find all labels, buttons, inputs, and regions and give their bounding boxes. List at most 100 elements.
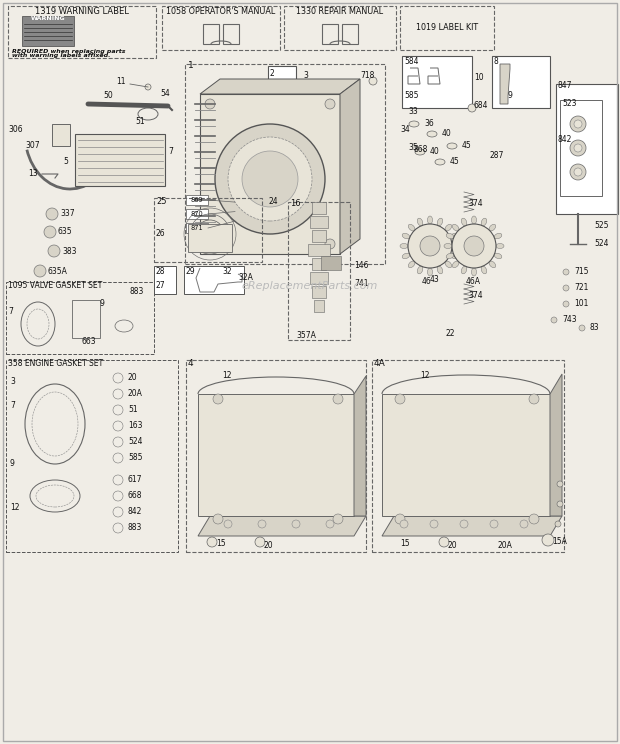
Bar <box>310 272 328 284</box>
Circle shape <box>420 236 440 256</box>
Circle shape <box>213 514 223 524</box>
Circle shape <box>34 265 46 277</box>
Text: 525: 525 <box>594 222 608 231</box>
Circle shape <box>574 168 582 176</box>
Polygon shape <box>550 374 562 516</box>
Ellipse shape <box>446 253 454 259</box>
Text: 101: 101 <box>574 300 588 309</box>
Circle shape <box>46 208 58 220</box>
Circle shape <box>439 537 449 547</box>
Bar <box>560 100 602 196</box>
Text: 43: 43 <box>430 275 440 284</box>
Text: 33: 33 <box>408 107 418 117</box>
Text: 34: 34 <box>400 126 410 135</box>
Circle shape <box>563 285 569 291</box>
Circle shape <box>452 224 496 268</box>
Text: 20: 20 <box>128 373 138 382</box>
Text: 25: 25 <box>156 197 167 207</box>
Bar <box>154 198 262 262</box>
Ellipse shape <box>447 143 457 149</box>
Bar <box>312 258 326 270</box>
Text: 12: 12 <box>222 371 231 380</box>
Ellipse shape <box>445 224 452 231</box>
Circle shape <box>574 120 582 128</box>
Text: 741: 741 <box>354 280 368 289</box>
Text: 585: 585 <box>404 92 418 100</box>
Text: 146: 146 <box>354 261 368 271</box>
Circle shape <box>292 520 300 528</box>
Circle shape <box>333 514 343 524</box>
Bar <box>188 224 232 252</box>
Text: 306: 306 <box>8 126 22 135</box>
Circle shape <box>570 140 586 156</box>
Bar <box>22 16 74 46</box>
Circle shape <box>529 394 539 404</box>
Text: 15: 15 <box>400 539 410 548</box>
Text: 2: 2 <box>270 69 275 79</box>
Text: eReplacementParts.com: eReplacementParts.com <box>242 281 378 291</box>
Text: 46A: 46A <box>466 278 481 286</box>
Polygon shape <box>382 394 550 516</box>
Text: 24: 24 <box>268 197 278 207</box>
Circle shape <box>555 521 561 527</box>
Text: 9: 9 <box>508 92 513 100</box>
Bar <box>223 24 239 44</box>
Bar <box>185 64 385 264</box>
Text: 3: 3 <box>10 377 15 386</box>
Ellipse shape <box>409 261 415 268</box>
Ellipse shape <box>428 268 433 276</box>
Polygon shape <box>200 94 340 254</box>
Polygon shape <box>75 134 165 186</box>
Bar <box>186 360 366 552</box>
Bar <box>342 24 358 44</box>
Text: 45: 45 <box>450 158 460 167</box>
Text: 45: 45 <box>462 141 472 150</box>
Text: REQUIRED when replacing parts: REQUIRED when replacing parts <box>12 48 125 54</box>
Text: 20: 20 <box>448 542 458 551</box>
Circle shape <box>542 534 554 546</box>
Text: 842: 842 <box>128 507 143 516</box>
Text: 35: 35 <box>408 144 418 153</box>
Ellipse shape <box>437 266 443 274</box>
Polygon shape <box>198 394 354 516</box>
Polygon shape <box>340 79 360 254</box>
Circle shape <box>224 520 232 528</box>
Text: with warning labels affixed.: with warning labels affixed. <box>12 54 110 59</box>
Text: 524: 524 <box>594 240 608 248</box>
Text: 870: 870 <box>190 211 203 217</box>
Circle shape <box>464 236 484 256</box>
Text: 842: 842 <box>558 135 572 144</box>
Text: 46: 46 <box>422 278 432 286</box>
Polygon shape <box>382 516 562 536</box>
Ellipse shape <box>461 266 467 274</box>
Text: 883: 883 <box>130 287 144 297</box>
Text: 9: 9 <box>100 300 105 309</box>
Text: 32A: 32A <box>238 274 253 283</box>
Ellipse shape <box>417 266 423 274</box>
Text: 54: 54 <box>160 89 170 98</box>
Ellipse shape <box>452 224 459 231</box>
Bar <box>308 244 330 256</box>
Polygon shape <box>500 64 510 104</box>
Text: 8: 8 <box>494 57 498 65</box>
Ellipse shape <box>446 234 454 239</box>
Ellipse shape <box>481 218 487 225</box>
Ellipse shape <box>452 243 460 248</box>
Text: 869: 869 <box>191 197 203 203</box>
Text: 40: 40 <box>442 129 452 138</box>
Text: 1019 LABEL KIT: 1019 LABEL KIT <box>416 24 478 33</box>
Text: 12: 12 <box>10 504 19 513</box>
Text: 4: 4 <box>188 359 193 368</box>
Ellipse shape <box>402 253 410 259</box>
Bar <box>321 256 341 270</box>
Text: 20: 20 <box>264 542 273 551</box>
Text: 13: 13 <box>29 170 38 179</box>
Ellipse shape <box>402 234 410 239</box>
Bar <box>312 286 326 298</box>
Text: 847: 847 <box>558 82 572 91</box>
Text: 718: 718 <box>360 71 374 80</box>
Bar <box>284 6 396 50</box>
Circle shape <box>570 164 586 180</box>
Ellipse shape <box>489 224 496 231</box>
Text: 523: 523 <box>562 98 577 107</box>
